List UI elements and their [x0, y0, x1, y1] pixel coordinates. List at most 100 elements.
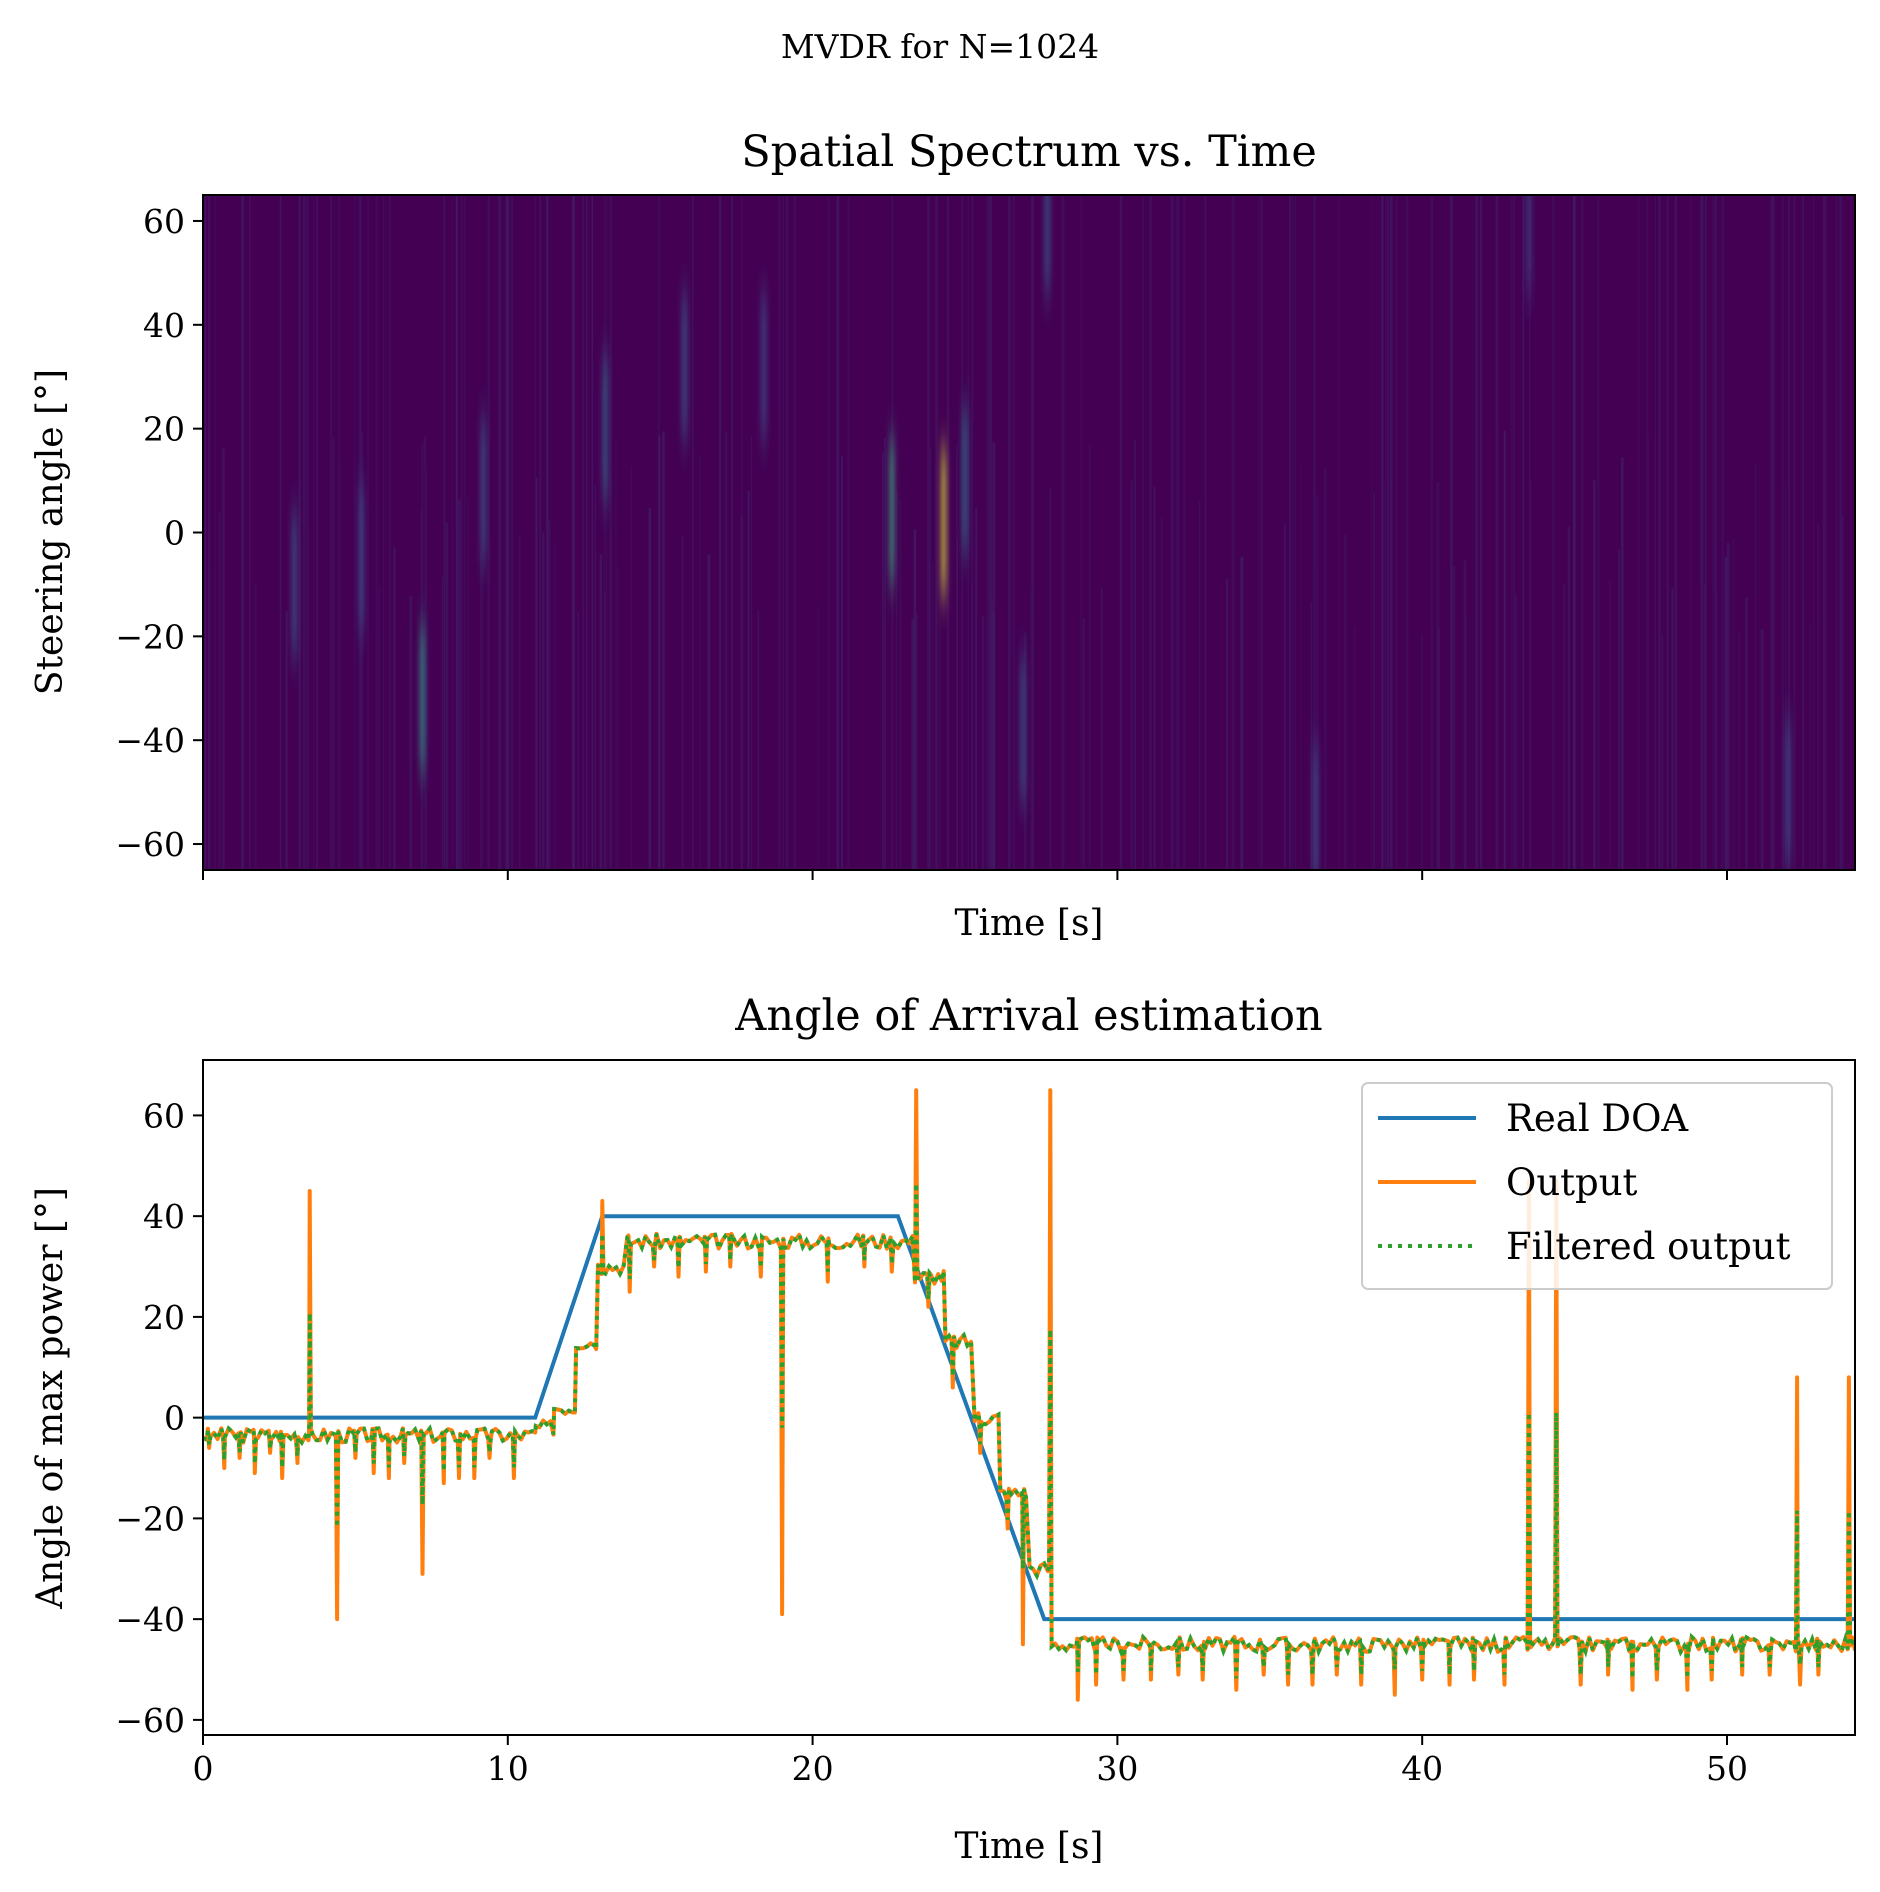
heatmap-stripe: [504, 609, 507, 870]
heatmap-stripe: [1389, 195, 1393, 870]
heatmap-stripe: [519, 535, 521, 870]
heatmap-stripe: [785, 195, 789, 870]
heatmap-stripe: [884, 437, 886, 870]
heatmap-stripe: [1463, 560, 1467, 870]
heatmap-stripe: [961, 195, 964, 870]
heatmap-stripe: [1754, 463, 1757, 870]
legend-label-real-doa: Real DOA: [1506, 1097, 1689, 1140]
y-tick-label: −40: [115, 1600, 185, 1639]
heatmap-stripe: [947, 195, 949, 870]
heatmap-stripe: [609, 195, 612, 870]
heatmap-stripe: [603, 195, 606, 870]
heatmap-stripe: [330, 195, 332, 870]
aoa-ylabel: Angle of max power [°]: [30, 1187, 71, 1610]
heatmap-highlight: [1785, 719, 1790, 865]
heatmap-stripe: [1638, 195, 1640, 870]
heatmap-highlight: [1020, 657, 1025, 803]
heatmap-stripe: [662, 431, 665, 870]
heatmap-stripe: [1700, 195, 1704, 870]
heatmap-stripe: [1703, 583, 1706, 870]
aoa-xlabel: Time [s]: [955, 1826, 1104, 1867]
heatmap-stripe: [1420, 634, 1423, 870]
heatmap-stripe: [599, 554, 603, 870]
heatmap-highlight: [682, 293, 687, 440]
heatmap-stripe: [1661, 633, 1663, 870]
heatmap-stripe: [1510, 195, 1513, 870]
heatmap-stripe: [931, 564, 934, 870]
heatmap-stripe: [617, 567, 619, 870]
heatmap-stripe: [1175, 195, 1178, 870]
heatmap-stripe: [1312, 195, 1316, 870]
heatmap-stripe: [1353, 626, 1356, 870]
heatmap-stripe: [939, 567, 941, 870]
heatmap-stripe: [547, 520, 551, 870]
heatmap-stripe: [1617, 549, 1621, 870]
heatmap-stripe: [358, 195, 361, 870]
heatmap-stripe: [389, 195, 391, 870]
heatmap-stripe: [458, 499, 461, 870]
heatmap-stripe: [361, 432, 363, 870]
heatmap-stripe: [464, 195, 466, 870]
heatmap-stripe: [990, 597, 993, 870]
heatmap-stripe: [1009, 195, 1012, 870]
heatmap-ylabel: Steering angle [°]: [30, 369, 71, 695]
heatmap-stripe: [1300, 458, 1302, 870]
aoa-x-axis: 0 10 20 30 40 50: [193, 1735, 1748, 1788]
heatmap-stripe: [497, 195, 501, 870]
heatmap-stripe: [1788, 195, 1790, 870]
heatmap-stripe: [409, 596, 413, 870]
aoa-y-axis: 60 40 20 0 −20 −40 −60: [115, 1096, 203, 1740]
y-tick-label: −20: [115, 617, 185, 656]
y-tick-label: 20: [143, 1298, 185, 1337]
heatmap-xlabel: Time [s]: [955, 903, 1104, 944]
heatmap-stripe: [1503, 430, 1506, 870]
heatmap-stripe: [1513, 195, 1515, 870]
heatmap-stripe: [1823, 195, 1827, 870]
heatmap-stripe: [534, 195, 536, 870]
heatmap-stripe: [460, 195, 463, 870]
heatmap-stripe: [1551, 195, 1555, 870]
heatmap-stripe: [1514, 595, 1518, 870]
heatmap-stripe: [929, 448, 932, 870]
heatmap-stripe: [1841, 515, 1844, 870]
aoa-frame: [202, 1059, 1856, 1736]
heatmap-highlights: [292, 195, 1790, 870]
heatmap-stripe: [1580, 195, 1584, 870]
y-tick-label: 0: [164, 514, 185, 553]
heatmap-panel: Spatial Spectrum vs. Time 60 40 20 0 −20 −40 −…: [30, 127, 1856, 944]
heatmap-stripe: [1792, 195, 1796, 870]
heatmap-stripe: [375, 195, 379, 870]
heatmap-stripe: [648, 508, 652, 870]
heatmap-stripe: [441, 577, 444, 870]
heatmap-stripe: [956, 445, 958, 870]
heatmap-stripe: [1430, 195, 1434, 870]
heatmap-stripe: [304, 195, 308, 870]
heatmap-stripe: [1082, 617, 1085, 870]
x-tick-label: 40: [1401, 1749, 1443, 1788]
heatmap-stripe: [992, 442, 996, 870]
heatmap-stripe: [1452, 566, 1456, 870]
heatmap-stripe: [1142, 195, 1144, 870]
x-tick-label: 10: [487, 1749, 529, 1788]
heatmap-stripe: [981, 616, 985, 870]
heatmap-stripe: [467, 497, 469, 870]
heatmap-stripe: [591, 195, 594, 870]
legend: Real DOA Output Filtered output: [1361, 1082, 1833, 1290]
y-tick-label: 60: [143, 202, 185, 241]
heatmap-stripe: [658, 435, 661, 870]
aoa-title: Angle of Arrival estimation: [734, 991, 1322, 1041]
heatmap-stripe: [915, 614, 918, 870]
heatmap-stripe: [1183, 195, 1186, 870]
heatmap-stripe: [1049, 488, 1052, 870]
heatmap-stripe: [214, 195, 216, 870]
heatmap-stripe: [1690, 195, 1692, 870]
heatmap-stripe: [1199, 500, 1201, 870]
heatmap-stripe: [1772, 195, 1775, 870]
heatmap-stripe: [1023, 632, 1027, 870]
heatmap-stripe: [1291, 195, 1294, 870]
heatmap-stripe: [542, 532, 545, 870]
heatmap-stripe: [1316, 495, 1319, 870]
heatmap-stripe: [249, 195, 251, 870]
legend-box: [1361, 1082, 1833, 1290]
heatmap-stripe: [204, 195, 207, 870]
